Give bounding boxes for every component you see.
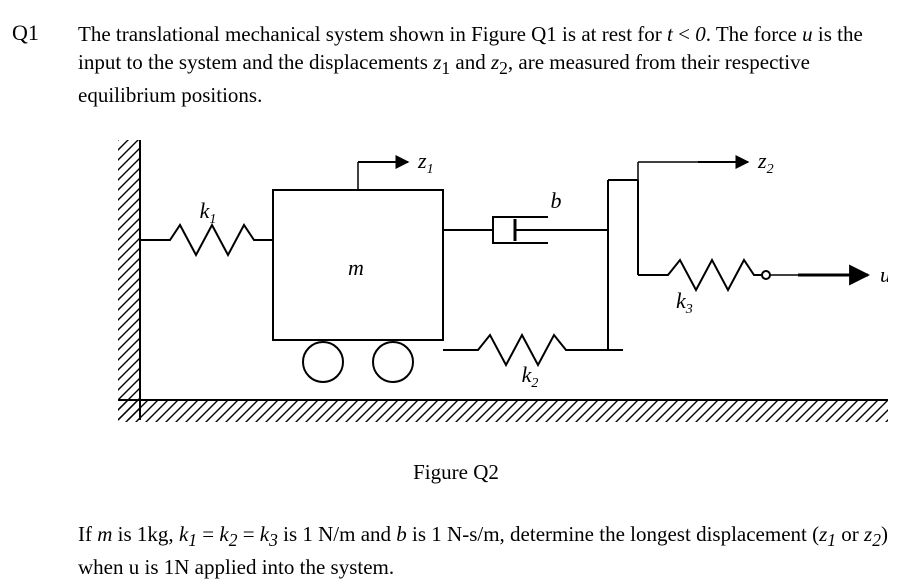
wheel-icon xyxy=(303,342,343,382)
mass-block: m xyxy=(273,190,443,382)
svg-text:z2: z2 xyxy=(757,148,774,177)
svg-text:k2: k2 xyxy=(522,362,539,391)
figure-diagram: m k1 xyxy=(78,130,888,450)
damper-b: b xyxy=(443,188,608,243)
damper-label: b xyxy=(551,188,562,213)
spring-k1: k1 xyxy=(140,198,273,255)
svg-text:k3: k3 xyxy=(676,288,693,317)
svg-text:k1: k1 xyxy=(200,198,217,227)
z2-arrow: z2 xyxy=(638,148,774,180)
prompt-text: The translational mechanical system show… xyxy=(78,20,888,110)
svg-text:z1: z1 xyxy=(417,148,434,177)
question-label: Q1 xyxy=(12,20,39,46)
mass-label: m xyxy=(348,255,364,280)
spring-k3: k3 xyxy=(638,260,770,317)
z1-arrow: z1 xyxy=(358,148,434,190)
after-text: If m is 1kg, k1 = k2 = k3 is 1 N/m and b… xyxy=(78,520,888,581)
figure-caption: Figure Q2 xyxy=(0,460,912,485)
u-label: u xyxy=(880,262,888,287)
force-node-icon xyxy=(762,271,770,279)
spring-k2: k2 xyxy=(443,335,608,391)
fixed-wall xyxy=(118,140,140,420)
bracket-z2 xyxy=(608,180,638,350)
fixed-ground xyxy=(118,400,888,422)
u-force-arrow: u xyxy=(770,262,888,287)
wheel-icon xyxy=(373,342,413,382)
